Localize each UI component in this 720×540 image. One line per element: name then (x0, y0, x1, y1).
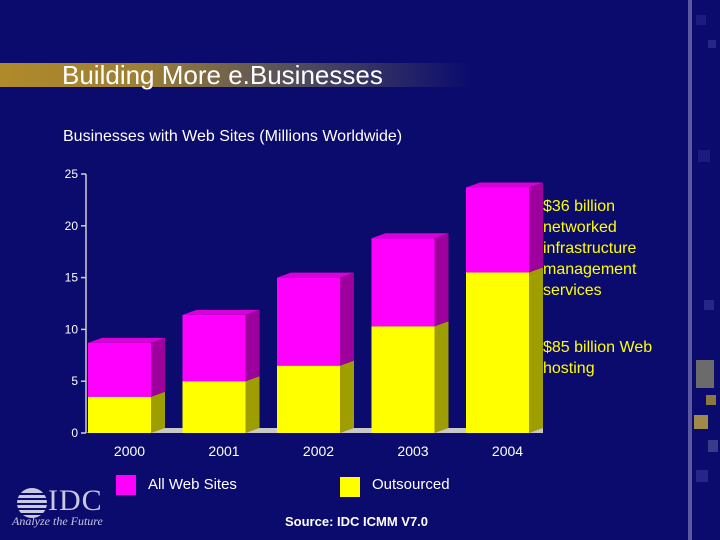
bar-top-2004 (466, 182, 543, 188)
legend-label-outsourced: Outsourced (372, 476, 450, 493)
bar-side-all-web-sites-2000 (151, 337, 165, 397)
bar-side-outsourced-2002 (340, 360, 354, 433)
bar-outsourced-2003 (371, 326, 435, 433)
bar-all-web-sites-2000 (88, 342, 151, 397)
decorative-squares-pattern (694, 15, 718, 482)
x-tick-label-2000: 2000 (114, 443, 145, 459)
bar-all-web-sites-2004 (466, 187, 529, 273)
y-tick-label-5: 25 (65, 167, 79, 181)
bar-all-web-sites-2003 (371, 238, 435, 327)
y-tick-label-3: 15 (65, 271, 79, 285)
x-tick-label-2004: 2004 (492, 443, 523, 459)
slide-title: Building More e.Businesses (62, 60, 383, 90)
bar-outsourced-2001 (182, 381, 246, 433)
bar-side-all-web-sites-2004 (529, 182, 543, 273)
x-tick-label-2001: 2001 (208, 443, 239, 459)
bar-top-2002 (277, 272, 354, 278)
bar-outsourced-2002 (277, 365, 340, 433)
x-tick-label-2003: 2003 (397, 443, 428, 459)
bar-top-2000 (88, 337, 165, 343)
bar-top-2003 (371, 233, 449, 239)
bar-all-web-sites-2001 (182, 314, 246, 382)
bar-all-web-sites-2002 (277, 277, 340, 366)
y-tick-label-1: 5 (71, 374, 78, 388)
bar-side-all-web-sites-2002 (340, 272, 354, 366)
bar-side-outsourced-2004 (529, 267, 543, 433)
right-divider (688, 0, 692, 540)
annotation-web-hosting: $85 billion Web hosting (543, 339, 653, 377)
idc-globe-icon (15, 488, 49, 518)
bar-side-outsourced-2003 (434, 321, 449, 433)
bar-side-outsourced-2001 (245, 376, 260, 433)
y-tick-label-0: 0 (71, 426, 78, 440)
legend-label-all-web-sites: All Web Sites (148, 476, 237, 493)
bar-side-all-web-sites-2003 (434, 233, 449, 327)
legend-swatch-all-web-sites (116, 475, 136, 495)
bar-side-outsourced-2000 (151, 391, 165, 433)
bar-side-all-web-sites-2001 (245, 309, 260, 382)
logo-wordmark: IDC (48, 484, 103, 517)
logo-tagline: Analyze the Future (12, 514, 103, 528)
bar-outsourced-2004 (466, 272, 529, 433)
y-tick-label-4: 20 (65, 219, 79, 233)
x-tick-label-2002: 2002 (303, 443, 334, 459)
source-note: Source: IDC ICMM V7.0 (285, 514, 429, 529)
bar-top-2001 (182, 309, 260, 315)
title-accent-bar (0, 63, 470, 87)
bar-outsourced-2000 (88, 396, 151, 433)
legend-swatch-outsourced (340, 477, 360, 497)
chart-subtitle: Businesses with Web Sites (Millions Worl… (63, 128, 403, 145)
y-tick-label-2: 10 (65, 322, 79, 336)
annotation-infrastructure: $36 billion networked infrastructure man… (543, 198, 637, 299)
